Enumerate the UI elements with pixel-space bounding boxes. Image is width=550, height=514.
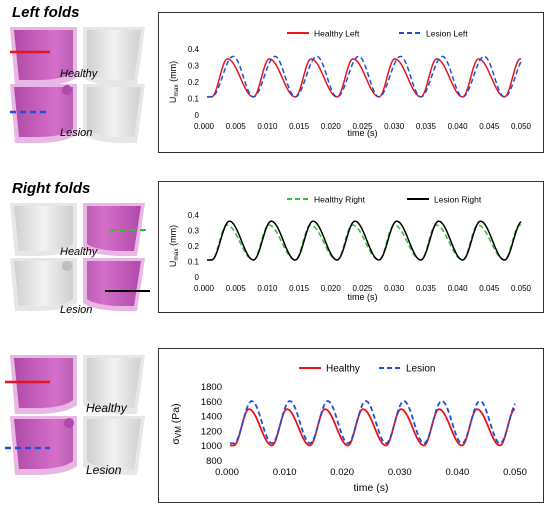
chart-right-folds-box: Healthy Right Lesion Right 0 0.1 0.2 0.3 0.4 0.…	[158, 181, 544, 313]
legend-label-0: Healthy	[326, 364, 360, 375]
legend-label-0: Healthy Left	[314, 29, 360, 39]
x-tick-label: 0.030	[388, 467, 412, 478]
x-tick-label: 0.020	[321, 122, 342, 131]
chart-stress-box: Healthy Lesion 800 1000 1200 1400 1600 1800 0.00…	[158, 348, 544, 503]
x-tick-label: 0.010	[257, 284, 278, 293]
x-tick-label: 0.040	[448, 122, 469, 131]
series-line-0	[207, 58, 522, 98]
legend-label-1: Lesion Left	[426, 29, 468, 39]
y-tick-label: 0.3	[188, 227, 200, 236]
x-tick-label: 0.000	[215, 467, 239, 478]
x-tick-label: 0.005	[226, 122, 247, 131]
series-line-1	[207, 220, 522, 261]
y-tick-label: 0.3	[188, 62, 200, 71]
x-tick-label: 0.050	[511, 122, 532, 131]
x-axis-label: time (s)	[354, 482, 389, 494]
y-axis-label: Umax (mm)	[168, 61, 180, 103]
left-healthy-vocal-folds	[10, 27, 145, 86]
x-tick-label: 0.045	[479, 122, 500, 131]
left-healthy-label: Healthy	[60, 68, 98, 80]
chart-stress: Healthy Lesion 800 1000 1200 1400 1600 1800 0.00…	[170, 364, 527, 495]
series-line-0	[229, 408, 516, 447]
x-tick-label: 0.010	[273, 467, 297, 478]
right-lesion-vocal-folds	[10, 258, 145, 311]
x-tick-label: 0.025	[352, 122, 373, 131]
left-lesion-nodule	[62, 85, 72, 95]
x-tick-label: 0.035	[416, 284, 437, 293]
stress-lesion-nodule	[64, 418, 74, 428]
x-axis-label: time (s)	[348, 292, 378, 302]
y-tick-label: 0.2	[188, 242, 200, 251]
x-tick-label: 0.030	[384, 122, 405, 131]
x-tick-label: 0.000	[194, 284, 215, 293]
x-tick-label: 0.045	[479, 284, 500, 293]
legend-label-0: Healthy Right	[314, 195, 366, 205]
left-lesion-vocal-folds	[10, 84, 145, 143]
x-tick-label: 0.040	[448, 284, 469, 293]
y-tick-label: 0.1	[188, 258, 200, 267]
right-lesion-label: Lesion	[60, 304, 93, 316]
series-line-0	[207, 224, 522, 261]
series-line-1	[229, 400, 516, 445]
stress-folds-illustration	[5, 355, 145, 475]
y-tick-label: 1800	[201, 382, 222, 393]
x-tick-label: 0.040	[446, 467, 470, 478]
y-axis-label: σVM (Pa)	[170, 403, 183, 444]
x-axis-label: time (s)	[348, 128, 378, 138]
left-folds-illustration	[10, 27, 145, 143]
y-tick-label: 0.2	[188, 78, 200, 87]
x-tick-label: 0.010	[257, 122, 278, 131]
x-tick-label: 0.025	[352, 284, 373, 293]
left-lesion-label: Lesion	[60, 127, 93, 139]
series-line-1	[207, 55, 522, 98]
x-tick-label: 0.000	[194, 122, 215, 131]
y-axis-label: Umax (mm)	[168, 225, 180, 267]
section-title-left-folds: Left folds	[12, 4, 80, 21]
x-tick-label: 0.020	[330, 467, 354, 478]
stress-lesion-label: Lesion	[86, 463, 122, 477]
y-tick-label: 0	[195, 111, 200, 120]
x-tick-label: 0.015	[289, 122, 310, 131]
y-tick-label: 0.4	[188, 211, 200, 220]
right-lesion-nodule	[62, 261, 72, 271]
y-tick-label: 1600	[201, 397, 222, 408]
y-tick-label: 0.1	[188, 95, 200, 104]
x-tick-label: 0.015	[289, 284, 310, 293]
y-tick-label: 1000	[201, 441, 222, 452]
x-tick-label: 0.050	[511, 284, 532, 293]
chart-left-folds-box: Healthy Left Lesion Left 0 0.1 0.2 0.3 0.4 0.00…	[158, 12, 544, 153]
right-folds-illustration	[10, 203, 150, 311]
stress-healthy-label: Healthy	[86, 401, 127, 415]
stress-healthy-vocal-folds	[10, 355, 145, 414]
x-tick-label: 0.020	[321, 284, 342, 293]
y-tick-label: 0.4	[188, 45, 200, 54]
y-tick-label: 800	[206, 456, 222, 467]
chart-left-folds: Healthy Left Lesion Left 0 0.1 0.2 0.3 0.4 0.00…	[168, 29, 532, 139]
stress-lesion-vocal-folds	[10, 416, 145, 475]
chart-right-folds: Healthy Right Lesion Right 0 0.1 0.2 0.3 0.4 0.…	[168, 195, 532, 303]
x-tick-label: 0.035	[416, 122, 437, 131]
y-tick-label: 0	[195, 273, 200, 282]
legend-label-1: Lesion	[406, 364, 435, 375]
section-title-right-folds: Right folds	[12, 180, 91, 197]
y-tick-label: 1400	[201, 412, 222, 423]
y-tick-label: 1200	[201, 426, 222, 437]
x-tick-label: 0.030	[384, 284, 405, 293]
right-healthy-label: Healthy	[60, 246, 98, 258]
legend-label-1: Lesion Right	[434, 195, 482, 205]
x-tick-label: 0.005	[226, 284, 247, 293]
x-tick-label: 0.050	[503, 467, 527, 478]
